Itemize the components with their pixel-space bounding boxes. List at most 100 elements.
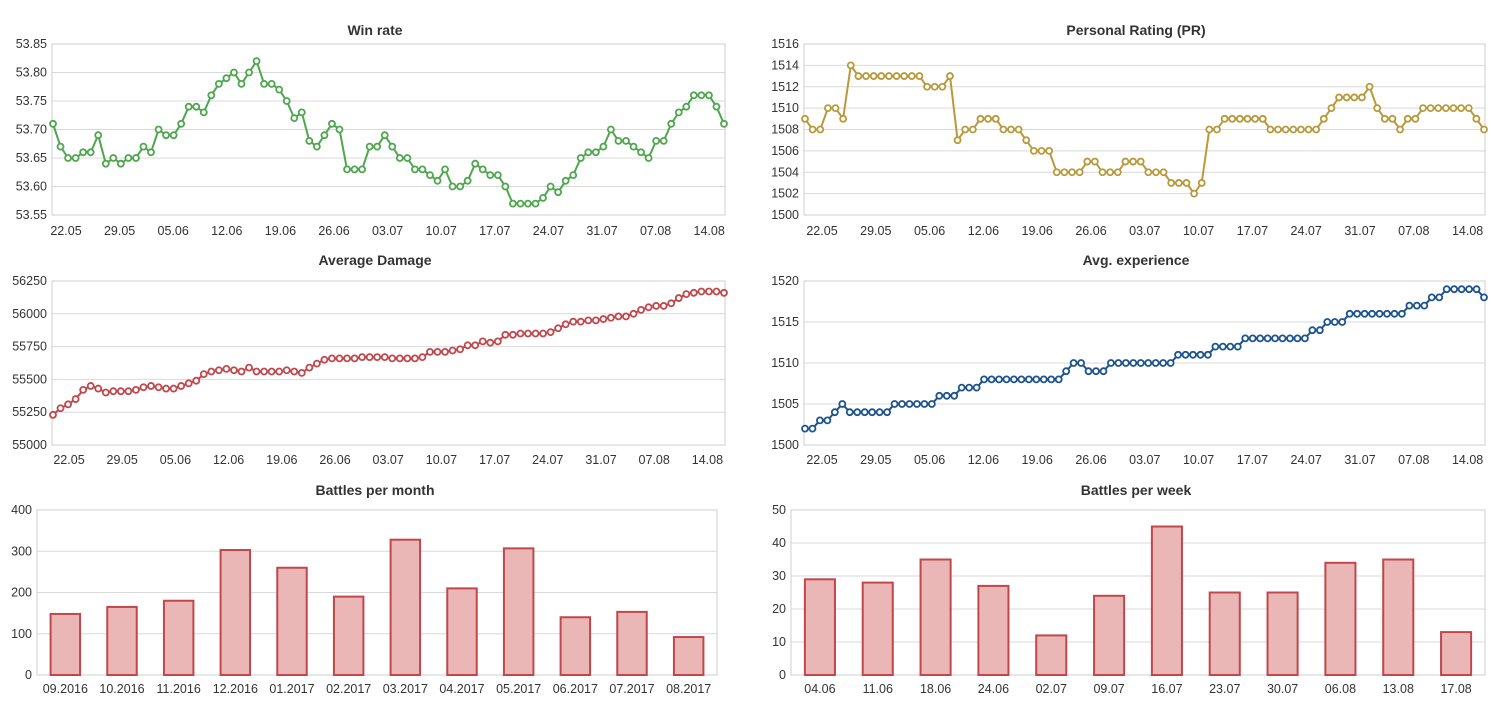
data-point xyxy=(1007,125,1015,134)
y-tick-label: 53.70 xyxy=(16,123,47,137)
y-tick-label: 10 xyxy=(772,635,786,649)
data-point xyxy=(441,347,449,356)
data-point xyxy=(591,148,600,157)
data-point xyxy=(1403,114,1412,123)
data-point xyxy=(1442,285,1451,294)
x-tick-label: 05.06 xyxy=(914,224,945,238)
data-point xyxy=(1434,104,1443,113)
data-point xyxy=(184,102,193,111)
chart-title: Personal Rating (PR) xyxy=(1066,22,1205,38)
bar xyxy=(861,581,894,676)
data-point xyxy=(199,108,208,117)
data-point xyxy=(395,354,404,363)
data-point xyxy=(426,171,434,180)
data-point xyxy=(139,142,148,151)
data-point xyxy=(1106,168,1115,177)
bar xyxy=(1324,561,1357,676)
chart-panel-6: Battles per week 0 10 20 30 40 50 04.06 11.06 18.… xyxy=(772,482,1486,696)
data-point xyxy=(1330,318,1339,326)
data-point xyxy=(1136,359,1145,367)
data-point xyxy=(1293,334,1302,343)
data-point xyxy=(923,82,931,91)
data-point xyxy=(79,385,88,394)
data-point xyxy=(1465,285,1473,294)
data-point xyxy=(358,165,367,174)
data-point xyxy=(539,193,547,202)
data-point xyxy=(957,383,966,392)
data-point xyxy=(177,119,186,128)
data-point xyxy=(109,387,118,396)
bar xyxy=(1035,634,1068,677)
data-point xyxy=(1380,114,1389,123)
data-point xyxy=(561,176,570,185)
data-point xyxy=(823,416,832,425)
y-tick-label: 1508 xyxy=(771,123,799,137)
plot-frame xyxy=(51,280,726,446)
data-point xyxy=(267,80,276,88)
x-tick-label: 12.06 xyxy=(968,453,999,467)
data-point xyxy=(124,387,133,396)
series-line xyxy=(52,290,725,416)
data-point xyxy=(682,290,691,299)
x-tick-label: 22.05 xyxy=(50,224,81,238)
data-point xyxy=(1129,157,1137,166)
data-point xyxy=(607,125,615,134)
data-point xyxy=(320,131,329,140)
data-point xyxy=(403,154,412,162)
data-point xyxy=(380,353,389,361)
data-point xyxy=(652,302,661,310)
bar xyxy=(389,538,422,677)
data-point xyxy=(984,114,993,123)
x-tick-label: 07.08 xyxy=(640,224,671,238)
data-point xyxy=(712,287,721,296)
y-tick-label: 20 xyxy=(772,602,786,616)
data-point xyxy=(900,72,909,80)
data-point xyxy=(1174,350,1182,359)
data-point xyxy=(1457,104,1466,113)
y-tick-label: 1512 xyxy=(771,80,799,94)
data-point xyxy=(1472,114,1481,123)
data-point xyxy=(1144,359,1153,367)
data-point xyxy=(1383,309,1391,318)
data-point xyxy=(1412,301,1421,310)
data-point xyxy=(614,136,623,145)
data-point xyxy=(169,384,178,393)
data-point xyxy=(101,388,110,397)
plot-frame xyxy=(803,280,1486,446)
data-point xyxy=(946,72,954,80)
x-tick-label: 17.08 xyxy=(1440,682,1471,696)
data-point xyxy=(162,384,170,393)
x-tick-label: 18.06 xyxy=(920,682,951,696)
data-point xyxy=(1248,334,1257,343)
data-point xyxy=(441,165,449,174)
y-tick-label: 100 xyxy=(11,627,32,641)
x-tick-label: 12.06 xyxy=(213,453,244,467)
data-point xyxy=(637,305,645,314)
chart-title: Win rate xyxy=(347,22,402,38)
x-tick-label: 02.2017 xyxy=(326,682,371,696)
data-point xyxy=(972,383,981,392)
y-tick-label: 1514 xyxy=(771,58,799,72)
data-point xyxy=(1014,125,1023,134)
chart-panel-1: Win rate 53.55 53.60 53.65 53.70 53.75 53.80 53… xyxy=(16,22,728,238)
data-point xyxy=(252,57,261,65)
data-point xyxy=(554,324,563,333)
data-point xyxy=(162,131,170,140)
data-point xyxy=(132,154,140,162)
x-tick-label: 24.06 xyxy=(978,682,1009,696)
data-point xyxy=(139,383,148,392)
data-point xyxy=(290,367,299,376)
chart-title: Battles per week xyxy=(1081,482,1192,498)
data-point xyxy=(1435,293,1444,302)
data-point xyxy=(1350,93,1359,102)
data-point xyxy=(478,337,487,346)
data-point xyxy=(343,354,351,363)
x-tick-label: 10.07 xyxy=(1183,453,1214,467)
x-tick-label: 12.06 xyxy=(968,224,999,238)
y-tick-label: 53.85 xyxy=(16,37,47,51)
bar xyxy=(919,558,952,676)
data-point xyxy=(1251,114,1260,123)
data-point xyxy=(1197,179,1206,187)
x-tick-label: 14.08 xyxy=(1452,224,1483,238)
data-point xyxy=(388,142,397,151)
